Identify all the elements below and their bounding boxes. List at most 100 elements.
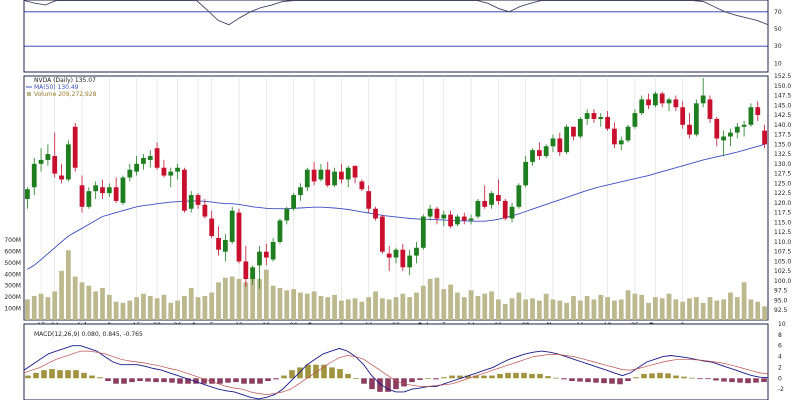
candle-body (728, 132, 733, 137)
candle (277, 218, 283, 244)
volume-bar (700, 302, 706, 320)
candle-body (557, 138, 563, 153)
macd-histogram-bar (89, 375, 95, 379)
macd-histogram-bar (41, 370, 47, 379)
macd-histogram-bar (753, 378, 759, 383)
macd-histogram-bar (761, 378, 767, 383)
candle (646, 93, 651, 110)
macd-histogram-bar (457, 375, 463, 379)
macd-histogram-bar (169, 378, 175, 383)
volume-bar (93, 291, 99, 320)
candle (448, 210, 453, 229)
candle-body (530, 150, 535, 162)
candle-body (250, 267, 256, 280)
volume-bar (741, 282, 747, 320)
candle-body (257, 251, 262, 266)
candle-body (448, 214, 453, 227)
macd-histogram-bar (433, 378, 439, 380)
candle (591, 109, 597, 123)
macd-histogram-bar (681, 376, 687, 379)
candle-body (475, 200, 481, 217)
candle (482, 185, 488, 209)
volume-tick-label: 400M (4, 271, 21, 278)
candle-body (161, 167, 167, 176)
candle-body (550, 138, 556, 147)
candle (86, 187, 92, 209)
macd-histogram-bar (673, 375, 679, 379)
volume-bar (332, 294, 337, 320)
candle (680, 101, 686, 129)
price-tick-label: 142.5 (774, 112, 791, 119)
candle (605, 111, 610, 131)
candle (284, 206, 290, 225)
volume-bar (113, 301, 119, 320)
macd-histogram-bar (289, 370, 295, 379)
volume-bar (516, 292, 522, 320)
candle-body (352, 165, 358, 178)
candle (188, 191, 194, 213)
candle (427, 204, 433, 221)
candle (755, 101, 761, 121)
candle-body (243, 261, 249, 280)
candle (325, 161, 331, 188)
candle (625, 124, 631, 143)
macd-histogram-bar (153, 378, 159, 383)
candle-body (625, 126, 631, 141)
candle (175, 163, 180, 180)
candle (618, 136, 624, 151)
macd-histogram-bar (601, 378, 607, 384)
macd-histogram-bar (617, 378, 623, 385)
candle-body (38, 159, 44, 164)
candle-body (25, 189, 30, 199)
volume-bar (134, 297, 140, 320)
macd-histogram-bar (593, 378, 599, 383)
candle (461, 212, 467, 225)
candle (154, 142, 160, 170)
price-tick-label: 125.0 (774, 180, 791, 187)
candle-body (598, 116, 604, 119)
price-tick-label: 97.5 (774, 288, 788, 295)
candle (441, 210, 447, 227)
candle (728, 128, 733, 147)
legend-volume-swatch (27, 92, 31, 96)
candle-body (652, 93, 658, 106)
candle (31, 157, 37, 196)
candle-body (434, 208, 440, 219)
candle (161, 159, 167, 178)
candle-body (721, 136, 727, 141)
candle-body (577, 118, 583, 137)
macd-histogram-bar (281, 375, 287, 379)
candle (65, 140, 71, 182)
candle (182, 167, 187, 213)
price-tick-label: 110.0 (774, 239, 791, 246)
candle-body (666, 99, 672, 104)
macd-histogram-bar (345, 373, 351, 379)
candle (632, 109, 638, 129)
macd-histogram-bar (697, 378, 703, 380)
macd-histogram-bar (377, 378, 383, 392)
price-tick-label: 137.5 (774, 132, 791, 139)
macd-histogram-bar (273, 378, 279, 380)
volume-tick-label: 500M (4, 260, 21, 267)
volume-bar (182, 296, 187, 320)
macd-histogram-bar (57, 370, 63, 379)
volume-bar (229, 276, 235, 320)
volume-bar (31, 296, 37, 320)
candle (93, 181, 99, 199)
macd-histogram-bar (241, 378, 247, 384)
volume-bar (195, 297, 201, 320)
macd-histogram-bar (521, 372, 527, 379)
volume-bar (175, 300, 180, 320)
volume-bar (86, 285, 92, 320)
candle (304, 167, 310, 192)
price-tick-label: 130.0 (774, 161, 791, 168)
candle (543, 144, 549, 158)
candle-body (52, 156, 58, 174)
macd-histogram-bar (265, 378, 271, 381)
candle-body (141, 157, 146, 164)
volume-bar (339, 300, 344, 320)
volume-bar (291, 289, 297, 320)
price-panel: 100M 200M 300M 400M 500M 600M 700M 92.5 95.0 97.5… (4, 73, 791, 329)
volume-bar (236, 278, 242, 320)
macd-histogram-bar (145, 378, 151, 382)
